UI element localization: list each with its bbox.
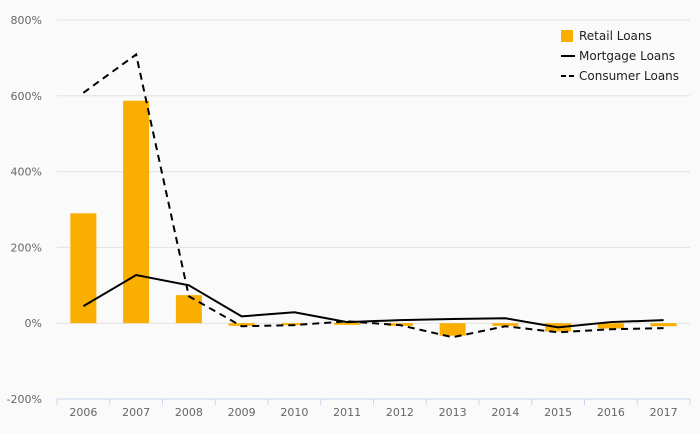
x-tick-label: 2016: [597, 406, 625, 419]
legend-label: Consumer Loans: [579, 69, 679, 83]
x-tick-label: 2015: [544, 406, 572, 419]
legend-label: Mortgage Loans: [579, 49, 675, 63]
bar-retail-loans: [228, 323, 255, 326]
y-tick-label: 400%: [11, 166, 42, 179]
bar-retail-loans: [175, 295, 202, 324]
y-tick-label: 200%: [11, 241, 42, 254]
y-tick-label: 0%: [25, 317, 42, 330]
legend-swatch: [561, 30, 573, 42]
legend-label: Retail Loans: [579, 29, 652, 43]
y-tick-label: -200%: [7, 393, 42, 406]
bar-retail-loans: [334, 322, 361, 325]
bar-retail-loans: [70, 213, 97, 324]
bar-retail-loans: [650, 323, 677, 327]
bar-retail-loans: [123, 100, 150, 324]
line-consumer-loans: [82, 52, 664, 339]
x-tick-label: 2009: [228, 406, 256, 419]
line-mortgage-loans: [82, 274, 664, 329]
x-tick-label: 2006: [69, 406, 97, 419]
x-tick-label: 2007: [122, 406, 150, 419]
x-tick-label: 2013: [439, 406, 467, 419]
y-tick-label: 600%: [11, 90, 42, 103]
x-tick-label: 2008: [175, 406, 203, 419]
x-tick-label: 2010: [280, 406, 308, 419]
x-tick-label: 2012: [386, 406, 414, 419]
x-tick-label: 2014: [491, 406, 519, 419]
x-tick-label: 2011: [333, 406, 361, 419]
x-tick-label: 2017: [650, 406, 678, 419]
bar-retail-loans: [597, 323, 624, 329]
bar-retail-loans: [492, 323, 519, 326]
y-tick-label: 800%: [11, 14, 42, 27]
bar-retail-loans: [439, 323, 466, 336]
